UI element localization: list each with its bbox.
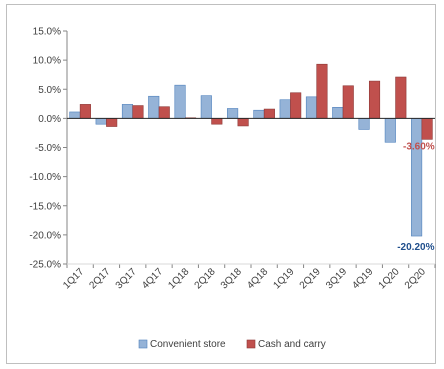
x-tick-label: 3Q18 xyxy=(219,266,244,291)
x-tick-label: 2Q18 xyxy=(193,266,218,291)
legend-swatch-cash-and-carry xyxy=(246,339,256,349)
chart-frame: 15.0% 10.0% 5.0% 0.0% -5.0% -10.0% -15.0% -20.0… xyxy=(6,4,436,364)
bar-convenient-store xyxy=(358,118,370,130)
bar-cash-and-carry xyxy=(421,118,433,140)
bar-convenient-store xyxy=(253,109,265,119)
legend-swatch-convenient-store xyxy=(138,339,148,349)
x-tick-label: 3Q17 xyxy=(114,266,139,291)
legend-label-convenient-store: Convenient store xyxy=(150,339,226,350)
annotation-convenient-store: -20.20% xyxy=(397,242,434,253)
bar-convenient-store xyxy=(69,111,81,119)
y-tick-label: -10.0% xyxy=(29,172,61,183)
bar-cash-and-carry xyxy=(316,63,328,119)
bar-cash-and-carry xyxy=(158,106,170,119)
x-tick-label: 1Q17 xyxy=(61,266,86,291)
y-tick-label: -5.0% xyxy=(35,143,61,154)
y-tick-label: -25.0% xyxy=(29,260,61,271)
bar-cash-and-carry xyxy=(106,118,118,127)
y-tick-label: -20.0% xyxy=(29,230,61,241)
x-tick-label: 4Q18 xyxy=(245,266,270,291)
bar-convenient-store xyxy=(95,118,107,125)
x-tick-label: 1Q18 xyxy=(166,266,191,291)
x-tick-label: 3Q19 xyxy=(324,266,349,291)
bar-cash-and-carry xyxy=(395,76,407,119)
y-tick-label: 10.0% xyxy=(33,56,61,67)
x-tick-label: 2Q19 xyxy=(298,266,323,291)
bar-convenient-store xyxy=(305,96,318,119)
bar-convenient-store xyxy=(384,118,396,143)
y-tick-label: 0.0% xyxy=(38,114,61,125)
bar-chart: 15.0% 10.0% 5.0% 0.0% -5.0% -10.0% -15.0% -20.0… xyxy=(29,27,436,350)
bar-cash-and-carry xyxy=(290,92,302,119)
x-tick-label: 4Q19 xyxy=(350,266,375,291)
bar-convenient-store xyxy=(332,107,344,119)
bar-convenient-store xyxy=(148,95,160,119)
bar-cash-and-carry xyxy=(368,80,381,119)
bar-cash-and-carry xyxy=(132,105,144,119)
bar-convenient-store xyxy=(174,84,186,119)
bar-convenient-store xyxy=(279,99,291,119)
bar-convenient-store xyxy=(411,118,423,237)
y-tick-label: 5.0% xyxy=(38,85,61,96)
bar-cash-and-carry xyxy=(263,108,275,119)
x-tick-label: 1Q20 xyxy=(377,266,402,291)
bar-convenient-store xyxy=(227,108,239,119)
y-tick-label: 15.0% xyxy=(33,27,61,38)
x-tick-label: 4Q17 xyxy=(140,266,165,291)
bar-convenient-store xyxy=(121,104,134,119)
legend-label-cash-and-carry: Cash and carry xyxy=(258,339,326,350)
x-tick-label: 2Q17 xyxy=(87,266,112,291)
bar-convenient-store xyxy=(200,95,212,119)
annotation-cash-and-carry: -3.60% xyxy=(403,141,435,152)
x-tick-label: 1Q19 xyxy=(271,266,296,291)
bar-cash-and-carry xyxy=(79,104,91,119)
bar-cash-and-carry xyxy=(342,85,354,119)
x-tick-label: 2Q20 xyxy=(403,266,428,291)
y-tick-label: -15.0% xyxy=(29,201,61,212)
bar-cash-and-carry xyxy=(211,118,223,125)
bar-cash-and-carry xyxy=(237,118,249,127)
